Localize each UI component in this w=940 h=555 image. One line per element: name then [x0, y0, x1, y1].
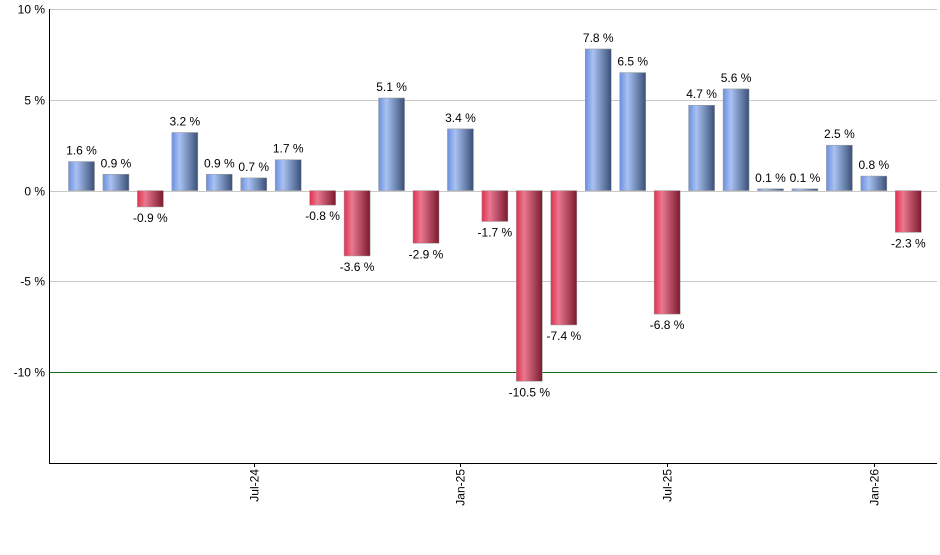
data-label: -0.8 %: [305, 209, 340, 223]
bar: [206, 174, 233, 191]
bar: [481, 190, 509, 222]
x-tick-label: Jan-26: [868, 469, 882, 506]
y-tick-label: -10 %: [14, 366, 46, 380]
y-tick-label: 10 %: [18, 3, 46, 17]
data-label: -1.7 %: [478, 225, 513, 239]
data-label: 0.1 %: [755, 171, 786, 185]
data-label: 1.6 %: [66, 144, 97, 158]
bar: [68, 161, 95, 191]
bar: [412, 190, 440, 244]
y-tick-label: 5 %: [24, 94, 45, 108]
bar: [895, 190, 922, 233]
data-label: 0.8 %: [859, 158, 890, 172]
data-label: 0.1 %: [790, 171, 821, 185]
data-label: -2.3 %: [891, 236, 926, 250]
bar: [102, 174, 130, 191]
data-label: 3.4 %: [445, 111, 476, 125]
y-tick-label: 0 %: [24, 185, 45, 199]
data-label: 2.5 %: [824, 127, 855, 141]
bar: [757, 188, 784, 191]
bar: [378, 97, 405, 191]
data-label: 5.1 %: [376, 80, 407, 94]
bar: [619, 72, 646, 191]
x-tick-label: Jul-25: [661, 469, 675, 502]
bar: [309, 190, 336, 206]
bar: [722, 88, 750, 191]
bar: [826, 144, 853, 191]
bar: [343, 190, 371, 257]
x-tick-label: Jul-24: [248, 469, 262, 502]
bar: [688, 104, 715, 191]
data-label: 3.2 %: [170, 114, 201, 128]
data-label: 0.9 %: [204, 156, 235, 170]
bar: [550, 190, 578, 326]
data-label: -10.5 %: [509, 385, 551, 399]
data-label: -6.8 %: [650, 318, 685, 332]
bar: [860, 175, 888, 191]
bar: [447, 128, 474, 191]
bar: [653, 190, 681, 315]
data-label: 5.6 %: [721, 71, 752, 85]
data-label: 1.7 %: [273, 142, 304, 156]
y-tick-label: -5 %: [20, 275, 45, 289]
bar: [240, 177, 267, 191]
data-label: 7.8 %: [583, 31, 614, 45]
data-label: -0.9 %: [133, 211, 168, 225]
data-label: -2.9 %: [409, 247, 444, 261]
bar: [585, 48, 612, 191]
data-label: 6.5 %: [617, 55, 648, 69]
bar: [516, 190, 543, 382]
bar: [171, 132, 199, 191]
data-labels: 1.6 %0.9 %-0.9 %3.2 %0.9 % 0.7 %1.7 %-0.8…: [66, 31, 926, 399]
data-label: 0.9 %: [101, 156, 132, 170]
bar: [274, 159, 302, 191]
axes: 10 % 5 % 0 % -5 % -10 % Jul-24 Jan-25 Jul-25 Jan…: [14, 3, 937, 506]
bar: [791, 188, 819, 191]
data-label: -3.6 %: [340, 260, 375, 274]
data-label: 4.7 %: [686, 87, 717, 101]
x-tick-label: Jan-25: [454, 469, 468, 506]
bars: [68, 48, 922, 382]
data-label: -7.4 %: [546, 329, 581, 343]
bar: [137, 190, 164, 208]
data-label: 0.7 %: [238, 160, 269, 174]
